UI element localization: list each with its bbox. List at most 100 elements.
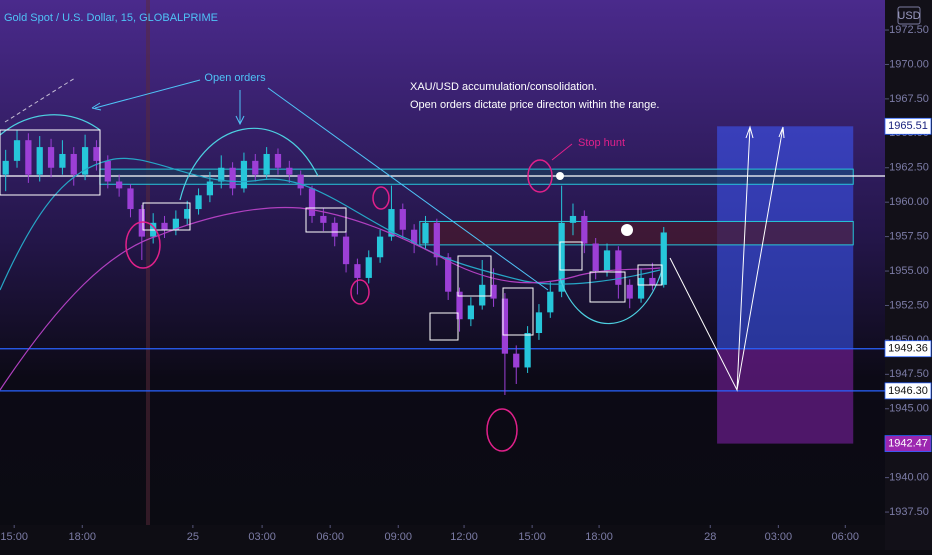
box xyxy=(429,312,459,341)
candle-body xyxy=(93,147,100,161)
arrow xyxy=(267,87,549,291)
zone xyxy=(419,220,854,246)
y-tick-label: 1952.50 xyxy=(889,299,929,311)
box xyxy=(502,287,534,336)
y-tick-label: 1970.00 xyxy=(889,58,929,70)
circle xyxy=(486,408,518,452)
x-tick-label: 25 xyxy=(187,531,199,543)
x-tick-label: 15:00 xyxy=(518,531,546,543)
candle-body xyxy=(626,284,633,299)
box xyxy=(457,255,492,297)
candle-body xyxy=(36,147,43,175)
candle-body xyxy=(240,160,248,189)
annotation: Open orders dictate price directon withi… xyxy=(410,99,659,111)
candle-body xyxy=(297,174,304,189)
candle-body xyxy=(524,333,531,368)
candle-body xyxy=(195,195,202,210)
box xyxy=(559,241,583,271)
circle xyxy=(527,159,553,193)
candle-body xyxy=(354,264,361,278)
y-tick-label: 1955.00 xyxy=(889,265,929,277)
candle-body xyxy=(13,140,21,161)
x-tick-label: 09:00 xyxy=(384,531,412,543)
price-label-box xyxy=(884,382,932,400)
moving-average xyxy=(0,157,661,291)
y-tick-label: 1962.50 xyxy=(889,162,929,174)
currency: USD xyxy=(897,10,920,22)
price-label: 1946.30 xyxy=(888,385,928,397)
chart-title: Gold Spot / U.S. Dollar, 15, GLOBALPRIME xyxy=(4,12,218,24)
box xyxy=(305,207,347,233)
candle-body xyxy=(59,153,66,168)
y-tick-label: 1937.50 xyxy=(889,506,929,518)
x-tick-label: 03:00 xyxy=(248,531,276,543)
candles xyxy=(2,130,667,395)
x-tick-label: 28 xyxy=(704,531,716,543)
arrow xyxy=(91,79,201,111)
candle-body xyxy=(456,291,463,320)
candle-body xyxy=(286,167,293,175)
x-tick-label: 15:00 xyxy=(0,531,28,543)
circle xyxy=(372,186,390,210)
curve xyxy=(559,269,663,325)
candle-body xyxy=(422,222,429,244)
x-tick-label: 12:00 xyxy=(450,531,478,543)
y-tick-label: 1972.50 xyxy=(889,24,929,36)
x-tick-label: 18:00 xyxy=(68,531,96,543)
price-label-box xyxy=(884,117,932,135)
y-tick-label: 1967.50 xyxy=(889,93,929,105)
candle-body xyxy=(433,222,440,258)
candle-body xyxy=(501,298,509,354)
candle-body xyxy=(25,140,32,175)
price-label: 1942.47 xyxy=(888,438,928,450)
curve xyxy=(179,127,319,201)
candle-body xyxy=(331,222,338,237)
annotation: XAU/USD accumulation/consolidation. xyxy=(410,81,597,93)
price-label-box xyxy=(884,435,932,453)
x-tick-label: 03:00 xyxy=(765,531,793,543)
candle-body xyxy=(376,236,384,258)
loss-zone xyxy=(717,348,854,444)
candle-body xyxy=(81,147,89,175)
candle-body xyxy=(535,312,543,334)
price-label: 1965.51 xyxy=(888,120,928,132)
candle-body xyxy=(660,232,667,285)
candle-body xyxy=(399,209,406,230)
candle-body xyxy=(513,353,520,368)
candle-body xyxy=(388,209,395,237)
candle-body xyxy=(637,277,645,299)
candle-body xyxy=(569,215,577,223)
candle-body xyxy=(47,147,55,168)
x-tick-label: 06:00 xyxy=(832,531,860,543)
candle-body xyxy=(2,160,9,175)
candle-body xyxy=(172,218,179,230)
moving-average xyxy=(0,206,661,391)
candle-body xyxy=(547,291,554,313)
candle-body xyxy=(490,284,497,299)
marker xyxy=(556,172,564,180)
candle-body xyxy=(161,222,168,230)
box xyxy=(142,202,191,231)
annotation: Stop hunt xyxy=(578,137,625,149)
annotation: Open orders xyxy=(204,72,266,84)
y-tick-label: 1960.00 xyxy=(889,196,929,208)
candle-body xyxy=(252,160,259,175)
x-tick-label: 18:00 xyxy=(585,531,613,543)
price-label-box xyxy=(884,340,932,358)
price-label: 1949.36 xyxy=(888,343,928,355)
candle-body xyxy=(218,167,225,182)
candle-body xyxy=(581,215,588,244)
candle-body xyxy=(445,257,452,292)
candle-body xyxy=(411,229,418,244)
candle-body xyxy=(320,215,327,223)
circle xyxy=(125,221,161,269)
candle-body xyxy=(206,181,214,196)
candle-body xyxy=(308,188,316,216)
y-tick-label: 1947.50 xyxy=(889,368,929,380)
candle-body xyxy=(467,305,474,320)
projection xyxy=(669,125,785,392)
candle-body xyxy=(365,257,372,278)
curve xyxy=(0,114,101,136)
